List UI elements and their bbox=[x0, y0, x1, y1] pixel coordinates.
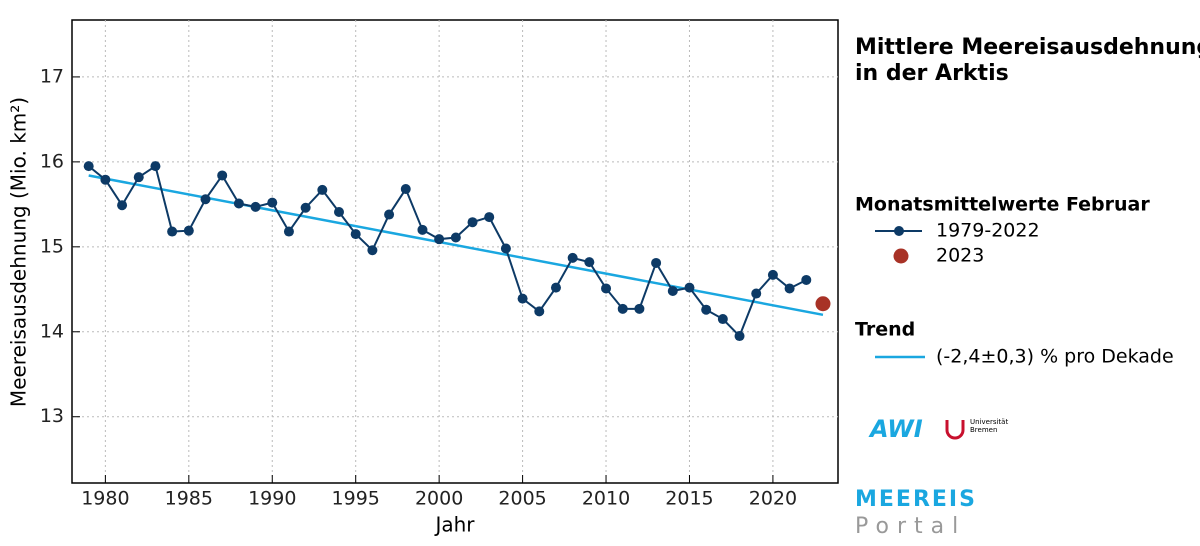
data-point bbox=[100, 174, 111, 185]
data-point bbox=[667, 286, 678, 297]
data-point bbox=[651, 257, 662, 268]
data-point bbox=[200, 194, 211, 205]
data-point bbox=[467, 217, 478, 228]
data-point bbox=[334, 206, 345, 217]
x-tick-label: 2020 bbox=[749, 488, 797, 510]
data-point bbox=[734, 331, 745, 342]
data-point bbox=[567, 252, 578, 263]
data-point bbox=[434, 234, 445, 245]
data-point bbox=[217, 170, 228, 181]
data-point bbox=[367, 245, 378, 256]
x-tick-label: 1990 bbox=[248, 488, 296, 510]
data-point bbox=[534, 306, 545, 317]
data-point bbox=[350, 229, 361, 240]
portal-logo: Portal bbox=[855, 514, 966, 539]
chart-title: in der Arktis bbox=[855, 61, 1009, 86]
data-point bbox=[550, 282, 561, 293]
data-point bbox=[233, 198, 244, 209]
uni-logo-mark bbox=[945, 420, 965, 440]
data-point bbox=[717, 314, 728, 325]
x-tick-label: 2015 bbox=[665, 488, 713, 510]
y-tick-label: 17 bbox=[40, 65, 64, 87]
data-point bbox=[450, 232, 461, 243]
y-axis-label: Meereisausdehnung (Mio. km²) bbox=[7, 97, 31, 407]
x-tick-label: 1985 bbox=[165, 488, 213, 510]
series-line bbox=[88, 164, 807, 338]
trend-line bbox=[88, 174, 824, 317]
y-tick-label: 15 bbox=[40, 235, 64, 257]
data-point bbox=[801, 274, 812, 285]
awi-logo: AWI bbox=[868, 415, 923, 443]
x-axis-label: Jahr bbox=[433, 513, 475, 537]
data-point bbox=[283, 226, 294, 237]
legend-title: Monatsmittelwerte Februar bbox=[855, 194, 1150, 216]
data-point bbox=[500, 243, 511, 254]
data-point bbox=[384, 209, 395, 220]
x-tick-label: 1980 bbox=[81, 488, 129, 510]
legend-label: 1979-2022 bbox=[936, 220, 1040, 242]
y-tick-label: 14 bbox=[40, 320, 64, 342]
data-point bbox=[634, 303, 645, 314]
x-tick-label: 2005 bbox=[498, 488, 546, 510]
legend-title: Trend bbox=[855, 319, 915, 341]
data-point bbox=[751, 288, 762, 299]
data-point bbox=[400, 184, 411, 195]
data-point bbox=[517, 293, 528, 304]
data-point bbox=[267, 197, 278, 208]
data-point bbox=[300, 202, 311, 213]
data-point bbox=[250, 201, 261, 212]
chart-title: Mittlere Meereisausdehnung bbox=[855, 35, 1200, 60]
x-tick-label: 2010 bbox=[582, 488, 630, 510]
data-point bbox=[417, 224, 428, 235]
plot-frame bbox=[71, 19, 839, 484]
data-point bbox=[584, 257, 595, 268]
uni-logo-text: Universität bbox=[970, 418, 1008, 426]
data-point bbox=[767, 269, 778, 280]
legend-swatch bbox=[893, 248, 909, 264]
data-point bbox=[317, 184, 328, 195]
data-point bbox=[133, 172, 144, 183]
data-point bbox=[117, 200, 128, 211]
x-tick-label: 1995 bbox=[332, 488, 380, 510]
data-point bbox=[617, 303, 628, 314]
data-point bbox=[701, 304, 712, 315]
portal-logo: MEEREIS bbox=[855, 487, 977, 512]
legend-label: (-2,4±0,3) % pro Dekade bbox=[936, 346, 1174, 368]
data-point bbox=[183, 225, 194, 236]
data-point bbox=[784, 283, 795, 294]
legend-swatch bbox=[894, 226, 904, 236]
data-point bbox=[684, 282, 695, 293]
legend-label: 2023 bbox=[936, 245, 984, 267]
data-point bbox=[167, 226, 178, 237]
data-point bbox=[484, 212, 495, 223]
data-point bbox=[83, 161, 94, 172]
highlight-point bbox=[815, 296, 831, 312]
data-point bbox=[150, 161, 161, 172]
y-tick-label: 16 bbox=[40, 150, 64, 172]
data-point bbox=[601, 283, 612, 294]
uni-logo-text: Bremen bbox=[970, 426, 997, 434]
x-tick-label: 2000 bbox=[415, 488, 463, 510]
y-tick-label: 13 bbox=[40, 405, 64, 427]
